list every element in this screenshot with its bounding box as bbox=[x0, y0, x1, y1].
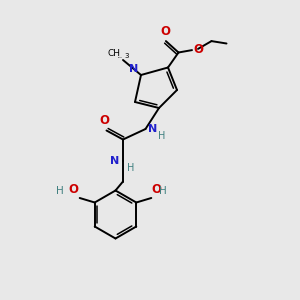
Text: O: O bbox=[160, 25, 170, 38]
Text: H: H bbox=[128, 164, 135, 173]
Text: N: N bbox=[148, 124, 157, 134]
Text: H: H bbox=[158, 131, 166, 141]
Text: 3: 3 bbox=[124, 53, 129, 59]
Text: methyl: methyl bbox=[118, 57, 123, 58]
Text: N: N bbox=[110, 155, 119, 166]
Text: H: H bbox=[56, 186, 64, 196]
Text: N: N bbox=[129, 64, 139, 74]
Text: O: O bbox=[151, 183, 161, 196]
Text: H: H bbox=[159, 186, 167, 196]
Text: O: O bbox=[99, 115, 109, 128]
Text: O: O bbox=[69, 183, 79, 196]
Text: CH: CH bbox=[108, 49, 121, 58]
Text: O: O bbox=[194, 43, 203, 56]
